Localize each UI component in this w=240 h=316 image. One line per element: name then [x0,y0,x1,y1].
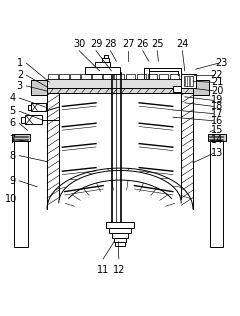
Bar [159,74,168,79]
Bar [115,241,125,246]
Text: 4: 4 [10,93,16,103]
Bar [208,134,226,141]
Text: 11: 11 [97,265,109,275]
Bar [31,103,46,111]
Text: 21: 21 [211,77,223,88]
Bar [25,115,42,125]
Bar [85,67,120,74]
Text: 19: 19 [211,95,223,106]
Bar [92,74,102,79]
Bar [170,74,179,79]
Bar [184,76,193,86]
Text: 14: 14 [211,135,223,145]
Bar [173,86,181,92]
Bar [81,74,91,79]
Bar [47,79,193,88]
Bar [21,117,25,123]
Text: 6: 6 [10,118,16,128]
Bar [31,80,47,94]
Text: 22: 22 [211,70,223,80]
Bar [95,62,110,67]
Bar [193,80,209,94]
Bar [59,74,69,79]
Bar [114,238,126,241]
Text: 1: 1 [17,58,23,68]
Bar [47,88,193,94]
Text: 16: 16 [211,116,223,126]
Text: 5: 5 [10,106,16,116]
Bar [106,222,134,228]
Bar [103,74,113,79]
Bar [112,233,128,238]
Bar [114,74,124,79]
Bar [181,74,196,88]
Text: 27: 27 [122,39,135,49]
Text: 9: 9 [10,176,16,186]
Bar [109,228,131,233]
Text: 12: 12 [113,265,125,275]
Text: 2: 2 [17,70,23,80]
Bar [14,139,28,247]
Text: 25: 25 [151,39,163,49]
Bar [104,55,108,58]
Text: 3: 3 [17,81,23,91]
Bar [126,74,135,79]
Bar [148,74,157,79]
Text: 29: 29 [90,39,102,49]
Bar [12,134,30,141]
Text: 7: 7 [10,135,16,145]
Text: 24: 24 [176,39,189,49]
Bar [70,74,80,79]
Text: 10: 10 [5,194,17,204]
Text: 17: 17 [211,109,223,118]
Bar [181,74,190,79]
Bar [48,74,58,79]
Bar [137,74,146,79]
Bar [102,58,109,62]
Text: 30: 30 [73,39,85,49]
Bar [210,139,223,247]
Text: 20: 20 [211,86,223,96]
Text: 26: 26 [137,39,149,49]
Text: 13: 13 [211,148,223,158]
Text: 28: 28 [104,39,117,49]
Text: 18: 18 [211,101,223,112]
Text: 8: 8 [10,151,16,161]
Bar [28,105,31,110]
Text: 15: 15 [211,125,223,135]
Text: 23: 23 [216,58,228,68]
